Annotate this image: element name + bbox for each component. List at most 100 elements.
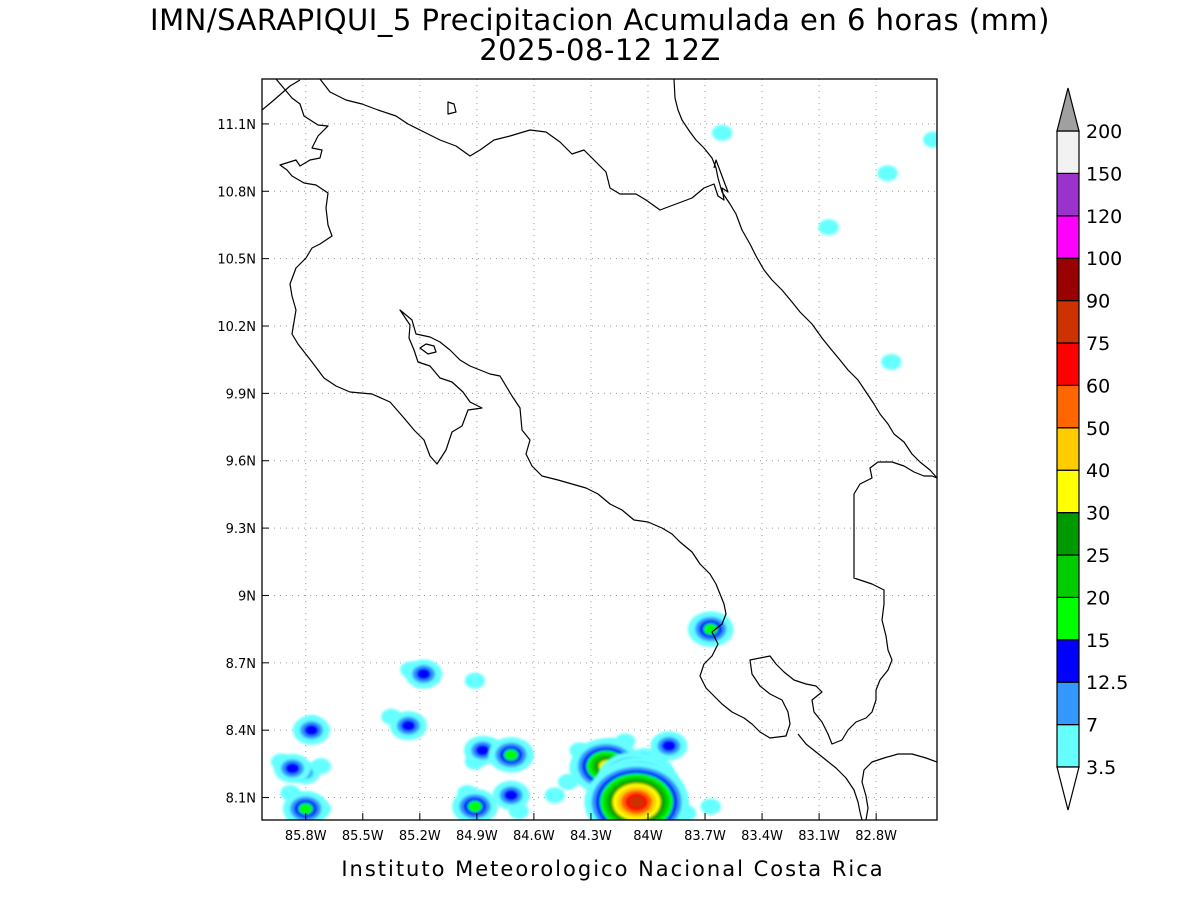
colorbar-label: 7: [1086, 715, 1098, 737]
precip-contour-15: [703, 623, 718, 635]
colorbar-over-arrow: [1056, 87, 1080, 132]
precip-cell: [877, 165, 898, 182]
colorbar-label: 90: [1086, 291, 1110, 313]
longitude-axis: 85.8W 85.5W 85.2W 84.9W 84.6W 84.3W 84W 83.7W 83…: [285, 813, 897, 844]
lon-tick-label: 83.4W: [741, 829, 783, 844]
precip-contour-3.5: [711, 124, 733, 141]
precip-cell: [818, 219, 839, 236]
colorbar-label: 60: [1086, 375, 1110, 397]
colorbar-label: 3.5: [1086, 757, 1116, 779]
precip-contour-15: [503, 749, 519, 761]
precip-cell: [687, 611, 734, 647]
precip-contour-3.5: [464, 672, 486, 689]
precip-contour-15: [298, 803, 313, 815]
lon-tick-label: 84.6W: [513, 829, 555, 844]
lon-tick-label: 83.1W: [798, 829, 840, 844]
colorbar-label: 20: [1086, 587, 1110, 609]
precip-contour-3.5: [700, 798, 721, 815]
colorbar-swatch: [1056, 681, 1080, 726]
colorbar-label: 75: [1086, 333, 1110, 355]
coastline: [262, 79, 937, 820]
lat-tick-label: 10.5N: [217, 253, 256, 268]
precip-contour-12.5: [401, 720, 416, 732]
lat-tick-label: 9.6N: [226, 455, 256, 470]
precip-contour-15: [467, 800, 483, 813]
colorbar-swatch: [1056, 342, 1080, 387]
colorbar-swatch: [1056, 469, 1080, 514]
lat-tick-label: 9.3N: [226, 522, 256, 537]
colorbar-swatch: [1056, 384, 1080, 429]
panama-peninsula: [861, 753, 937, 820]
lat-tick-label: 8.7N: [226, 657, 256, 672]
precip-cell: [405, 659, 443, 689]
northern-shoreline: [319, 79, 729, 211]
lat-tick-label: 9N: [238, 589, 256, 604]
precip-contour-3.5: [877, 165, 898, 182]
institution-credit: Instituto Meteorologico Nacional Costa R…: [341, 857, 884, 881]
nicoya-island: [419, 343, 437, 355]
lat-tick-label: 8.4N: [226, 724, 256, 739]
precipitation-colorbar: 3.5 7 12.5 15 20 25 30 40 50 60 75 90 100 120 150 200: [1056, 87, 1128, 811]
chart-subtitle-date: 2025-08-12 12Z: [479, 33, 721, 67]
lon-tick-label: 83.7W: [684, 829, 726, 844]
colorbar-swatch: [1056, 215, 1080, 259]
precip-cell: [492, 780, 530, 810]
lat-tick-label: 9.9N: [226, 387, 256, 402]
lat-tick-label: 10.8N: [217, 185, 256, 200]
precip-contour-75: [629, 796, 644, 808]
precip-cell: [292, 715, 331, 745]
precip-cell: [389, 711, 428, 741]
costa-rica-coastline: [275, 79, 937, 745]
colorbar-swatch: [1056, 596, 1080, 641]
colorbar-label: 15: [1086, 630, 1110, 652]
precip-cell: [282, 790, 329, 820]
southern-panama-coast: [797, 733, 863, 820]
colorbar-swatch: [1056, 257, 1080, 302]
lon-tick-label: 84W: [633, 829, 663, 844]
precip-cell: [711, 124, 733, 141]
precip-cell: [584, 761, 689, 820]
lat-tick-label: 10.2N: [217, 320, 256, 335]
colorbar-label: 200: [1086, 121, 1122, 143]
precipitation-field: [270, 124, 937, 820]
precip-cell: [273, 753, 312, 783]
colorbar-swatch: [1056, 427, 1080, 471]
precip-contour-3.5: [923, 131, 937, 148]
map-frame: [261, 78, 938, 821]
precip-cell: [488, 737, 534, 773]
colorbar-label: 40: [1086, 460, 1110, 482]
colorbar-under-arrow: [1056, 766, 1080, 811]
colorbar-swatch: [1056, 172, 1080, 217]
precip-contour-12.5: [503, 789, 519, 801]
precip-cell: [650, 731, 688, 761]
colorbar-swatch: [1056, 511, 1080, 556]
precip-cell: [452, 788, 498, 820]
precip-contour-3.5: [544, 787, 566, 804]
colorbar-swatch: [1056, 554, 1080, 599]
precip-cell: [881, 353, 902, 370]
precip-cell: [923, 131, 937, 148]
colorbar-label: 100: [1086, 248, 1122, 270]
colorbar-label: 50: [1086, 418, 1110, 440]
chart-title: IMN/SARAPIQUI_5 Precipitacion Acumulada …: [150, 3, 1050, 37]
lon-tick-label: 85.8W: [285, 829, 327, 844]
colorbar-swatch: [1056, 639, 1080, 683]
precip-cell: [700, 798, 721, 815]
colorbar-label: 120: [1086, 206, 1122, 228]
colorbar-label: 30: [1086, 503, 1110, 525]
precip-contour-12.5: [304, 724, 319, 736]
colorbar-label: 12.5: [1086, 672, 1128, 694]
precip-cell: [544, 787, 566, 804]
lake-fragment: [447, 101, 457, 115]
precip-contour-12.5: [285, 762, 300, 774]
latitude-axis: 11.1N 10.8N 10.5N 10.2N 9.9N 9.6N 9.3N 9N 8.7N 8.…: [217, 118, 269, 807]
colorbar-label: 150: [1086, 163, 1122, 185]
precip-contour-3.5: [881, 353, 902, 370]
lon-tick-label: 82.8W: [855, 829, 897, 844]
precip-contour-3.5: [818, 219, 839, 236]
precip-contour-12.5: [475, 744, 490, 757]
lon-tick-label: 84.3W: [570, 829, 612, 844]
colorbar-label: 25: [1086, 545, 1110, 567]
nicaragua-border-coast: [262, 79, 301, 111]
